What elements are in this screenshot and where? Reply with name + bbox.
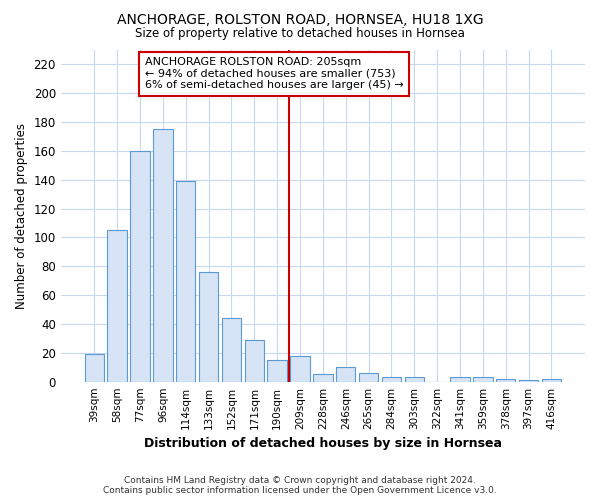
Bar [268, 360, 287, 382]
Bar [404, 378, 424, 382]
Y-axis label: Number of detached properties: Number of detached properties [15, 123, 28, 309]
Text: Contains public sector information licensed under the Open Government Licence v3: Contains public sector information licen… [103, 486, 497, 495]
Bar [85, 354, 104, 382]
Bar [222, 318, 241, 382]
Bar [176, 181, 196, 382]
Bar [473, 378, 493, 382]
Bar [451, 378, 470, 382]
Bar [107, 230, 127, 382]
Bar [496, 379, 515, 382]
Bar [153, 130, 173, 382]
Text: Size of property relative to detached houses in Hornsea: Size of property relative to detached ho… [135, 28, 465, 40]
Bar [359, 373, 379, 382]
Bar [519, 380, 538, 382]
Text: ANCHORAGE, ROLSTON ROAD, HORNSEA, HU18 1XG: ANCHORAGE, ROLSTON ROAD, HORNSEA, HU18 1… [116, 12, 484, 26]
Bar [245, 340, 264, 382]
X-axis label: Distribution of detached houses by size in Hornsea: Distribution of detached houses by size … [144, 437, 502, 450]
Bar [199, 272, 218, 382]
Bar [130, 151, 150, 382]
Text: ANCHORAGE ROLSTON ROAD: 205sqm
← 94% of detached houses are smaller (753)
6% of : ANCHORAGE ROLSTON ROAD: 205sqm ← 94% of … [145, 57, 403, 90]
Bar [382, 378, 401, 382]
Bar [336, 368, 355, 382]
Bar [290, 356, 310, 382]
Bar [313, 374, 332, 382]
Bar [542, 379, 561, 382]
Text: Contains HM Land Registry data © Crown copyright and database right 2024.: Contains HM Land Registry data © Crown c… [124, 476, 476, 485]
